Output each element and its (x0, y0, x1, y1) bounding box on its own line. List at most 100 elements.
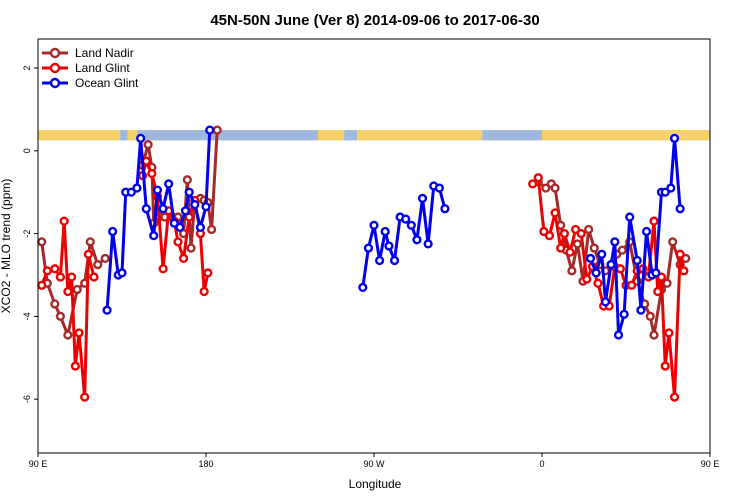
data-point-land-nadir (212, 125, 222, 135)
data-point-ocean-glint (660, 187, 670, 197)
data-point-ocean-glint (175, 222, 185, 232)
data-point-land-glint (173, 237, 183, 247)
data-point-land-glint (660, 361, 670, 371)
data-point-ocean-glint (132, 183, 142, 193)
data-point-land-glint (582, 274, 592, 284)
data-point-ocean-glint (117, 268, 127, 278)
data-point-ocean-glint (152, 185, 163, 195)
band-segment-ocean (136, 130, 318, 141)
data-point-ocean-glint (423, 239, 433, 249)
data-point-land-glint (533, 173, 543, 183)
legend-label: Land Nadir (75, 46, 134, 60)
data-point-ocean-glint (675, 204, 685, 214)
series-land-nadir (37, 125, 691, 340)
x-tick-label: 0 (539, 459, 544, 469)
data-point-ocean-glint (195, 222, 206, 232)
data-point-land-nadir (93, 260, 103, 270)
data-point-land-nadir (645, 311, 655, 321)
y-tick-label: 0 (22, 148, 32, 153)
legend-swatch-marker (49, 47, 61, 59)
data-point-ocean-glint (126, 187, 136, 197)
data-point-land-nadir (50, 299, 60, 309)
band-segment-land (542, 130, 710, 141)
data-point-land-nadir (567, 266, 577, 276)
data-point-land-nadir (584, 224, 594, 235)
data-point-land-glint (179, 253, 189, 264)
band-segment-ocean (482, 130, 542, 141)
band-segment-ocean (120, 130, 128, 141)
data-point-ocean-glint (389, 255, 400, 266)
data-point-land-glint (550, 208, 560, 218)
series-line-ocean-glint (361, 184, 447, 288)
data-point-land-glint (653, 286, 663, 297)
y-axis: 2 0 -2 -4 -6 (22, 65, 38, 403)
data-point-ocean-glint (669, 133, 680, 143)
data-point-ocean-glint (440, 204, 450, 214)
data-point-land-glint (147, 168, 157, 179)
data-point-land-nadir (55, 311, 66, 321)
data-point-ocean-glint (641, 226, 652, 237)
data-point-land-glint (158, 264, 168, 274)
data-point-ocean-glint (619, 309, 629, 319)
data-point-ocean-glint (136, 133, 146, 143)
data-point-land-glint (66, 272, 77, 282)
data-point-ocean-glint (412, 235, 422, 245)
data-point-land-nadir (182, 175, 192, 185)
data-point-ocean-glint (625, 212, 635, 222)
data-point-land-glint (199, 286, 209, 297)
data-point-land-glint (50, 264, 60, 274)
data-point-ocean-glint (384, 241, 394, 251)
data-point-land-nadir (143, 139, 153, 150)
legend-swatch-marker (49, 77, 61, 89)
x-axis-label: Longitude (349, 477, 402, 491)
data-point-ocean-glint (636, 305, 646, 315)
x-axis: 90 E 180 90 W 0 90 E (29, 453, 719, 469)
data-point-land-glint (565, 247, 575, 257)
legend-label: Land Glint (75, 61, 130, 75)
data-point-land-nadir (186, 243, 196, 253)
y-axis-label: XCO2 - MLO trend (ppm) (0, 179, 13, 314)
data-point-ocean-glint (164, 179, 174, 189)
data-point-land-nadir (662, 278, 672, 288)
band-segment-land (318, 130, 345, 141)
band-segment-land (127, 130, 137, 141)
data-point-land-glint (593, 278, 603, 288)
data-point-land-glint (570, 224, 581, 235)
x-tick-label: 90 W (363, 459, 385, 469)
band-segment-ocean (344, 130, 358, 141)
legend-item-land-glint: Land Glint (42, 61, 130, 75)
data-point-ocean-glint (141, 204, 151, 214)
y-tick-label: 2 (22, 65, 32, 70)
data-point-ocean-glint (201, 202, 211, 212)
data-point-land-nadir (72, 284, 82, 295)
data-point-land-nadir (85, 237, 95, 247)
data-point-land-glint (55, 272, 66, 282)
data-point-ocean-glint (375, 255, 385, 266)
data-point-ocean-glint (380, 226, 390, 237)
data-point-ocean-glint (108, 226, 118, 237)
data-point-land-nadir (572, 239, 583, 249)
land-ocean-band (38, 130, 710, 141)
data-point-land-glint (626, 280, 637, 290)
data-point-ocean-glint (169, 218, 179, 228)
data-point-ocean-glint (363, 243, 374, 253)
legend-label: Ocean Glint (75, 76, 139, 90)
data-point-land-glint (184, 212, 194, 222)
data-point-land-nadir (668, 237, 678, 247)
x-tick-label: 90 E (29, 459, 48, 469)
band-segment-land (38, 130, 121, 141)
data-point-land-glint (615, 264, 626, 274)
x-tick-label: 180 (198, 459, 213, 469)
plot-area-frame (37, 38, 711, 454)
y-tick-label: -4 (22, 312, 32, 320)
data-point-land-glint (669, 392, 680, 402)
y-tick-label: -2 (22, 230, 32, 238)
data-point-ocean-glint (149, 231, 159, 241)
data-point-land-glint (544, 231, 555, 241)
data-point-ocean-glint (610, 237, 620, 247)
data-point-ocean-glint (585, 253, 596, 264)
data-point-ocean-glint (651, 268, 661, 278)
data-point-land-glint (576, 228, 586, 239)
data-point-land-glint (664, 328, 674, 338)
